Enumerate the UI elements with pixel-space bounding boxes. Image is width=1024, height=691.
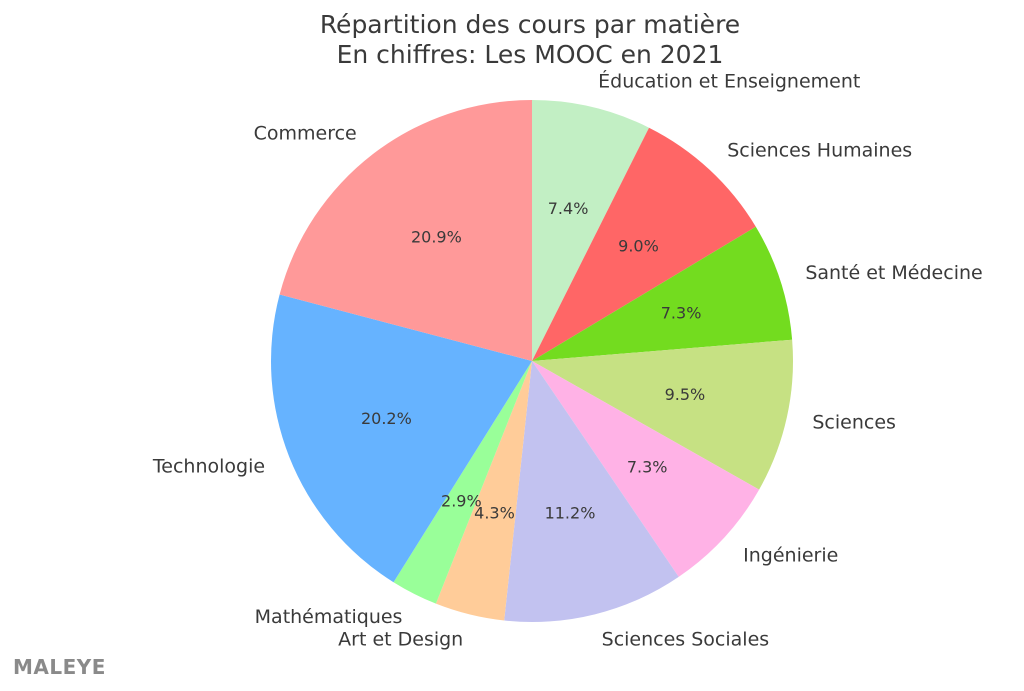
- slice-percent-sciences-humaines: 9.0%: [618, 237, 659, 256]
- pie-slice-technologie: [271, 294, 532, 583]
- pie-slices: [271, 100, 793, 622]
- pie-slice-sciences-humaines: [532, 127, 756, 361]
- pie-slice-sante-et-medecine: [532, 226, 793, 361]
- slice-label-education-et-enseignement: Éducation et Enseignement: [598, 70, 860, 93]
- slice-percent-commerce: 20.9%: [411, 227, 462, 246]
- slice-percent-technologie: 20.2%: [361, 409, 412, 428]
- pie-slice-commerce: [279, 100, 532, 361]
- slice-percent-sciences: 9.5%: [665, 385, 706, 404]
- watermark-logo: MALEYE: [13, 655, 106, 679]
- pie-slice-education-et-enseignement: [532, 100, 650, 361]
- slice-percent-sante-et-medecine: 7.3%: [661, 304, 702, 323]
- slice-label-sciences-sociales: Sciences Sociales: [602, 629, 770, 651]
- slice-label-art-et-design: Art et Design: [338, 629, 463, 651]
- pie-slice-mathematiques: [393, 361, 532, 604]
- slice-label-mathematiques: Mathématiques: [255, 606, 403, 628]
- slice-label-technologie: Technologie: [152, 456, 265, 478]
- pie-slice-sciences: [532, 339, 793, 490]
- pie-slice-art-et-design: [435, 361, 532, 621]
- chart-subtitle: En chiffres: Les MOOC en 2021: [337, 40, 724, 69]
- slice-percent-education-et-enseignement: 7.4%: [548, 199, 589, 218]
- pie-slice-sciences-sociales: [504, 361, 679, 622]
- slice-label-commerce: Commerce: [254, 123, 357, 145]
- slice-label-sante-et-medecine: Santé et Médecine: [805, 262, 982, 284]
- pie-slice-ingenierie: [532, 361, 760, 577]
- slice-percent-ingenierie: 7.3%: [627, 458, 668, 477]
- slice-label-sciences-humaines: Sciences Humaines: [727, 139, 912, 161]
- slice-label-sciences: Sciences: [812, 412, 896, 434]
- slice-percent-art-et-design: 4.3%: [474, 504, 515, 523]
- pie-labels: Éducation et Enseignement 7.4% Sciences Hu…: [152, 70, 983, 651]
- slice-percent-mathematiques: 2.9%: [441, 491, 482, 510]
- chart-title: Répartition des cours par matière: [320, 10, 740, 39]
- slice-label-ingenierie: Ingénierie: [743, 545, 838, 567]
- slice-percent-sciences-sociales: 11.2%: [545, 503, 596, 522]
